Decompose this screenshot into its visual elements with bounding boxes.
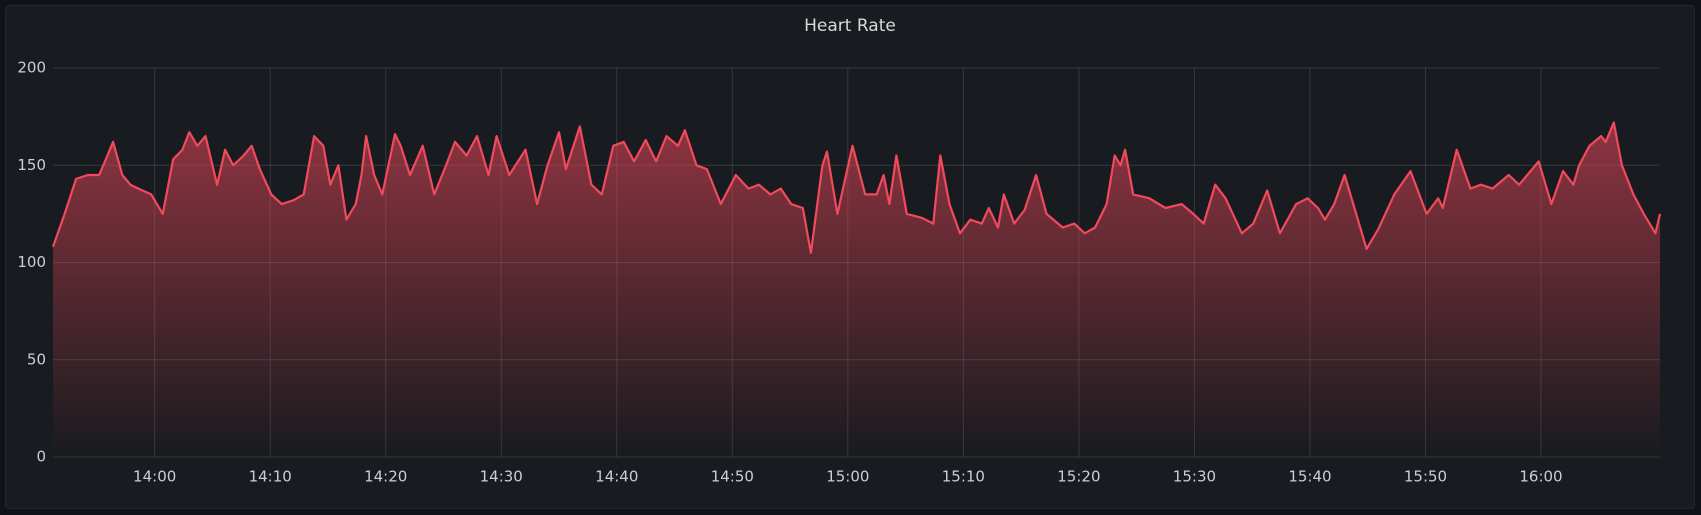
x-tick-label: 14:40 (595, 468, 638, 486)
y-tick-label: 150 (17, 156, 46, 174)
x-tick-label: 15:40 (1288, 468, 1331, 486)
x-tick-label: 14:20 (364, 468, 407, 486)
x-tick-label: 16:00 (1519, 468, 1562, 486)
x-tick-label: 14:10 (249, 468, 292, 486)
x-tick-label: 15:00 (826, 468, 869, 486)
chart-title: Heart Rate (804, 16, 896, 36)
x-tick-label: 14:50 (711, 468, 754, 486)
x-tick-label: 15:10 (942, 468, 985, 486)
area-fill (53, 122, 1660, 457)
y-tick-label: 50 (27, 350, 46, 368)
y-tick-label: 0 (36, 448, 46, 466)
line (51, 121, 1662, 254)
x-tick-label: 14:30 (480, 468, 523, 486)
x-tick-label: 15:20 (1057, 468, 1100, 486)
x-tick-label: 14:00 (133, 468, 176, 486)
x-tick-label: 15:50 (1404, 468, 1447, 486)
y-tick-label: 100 (17, 253, 46, 271)
y-tick-label: 200 (17, 59, 46, 77)
x-tick-label: 15:30 (1173, 468, 1216, 486)
